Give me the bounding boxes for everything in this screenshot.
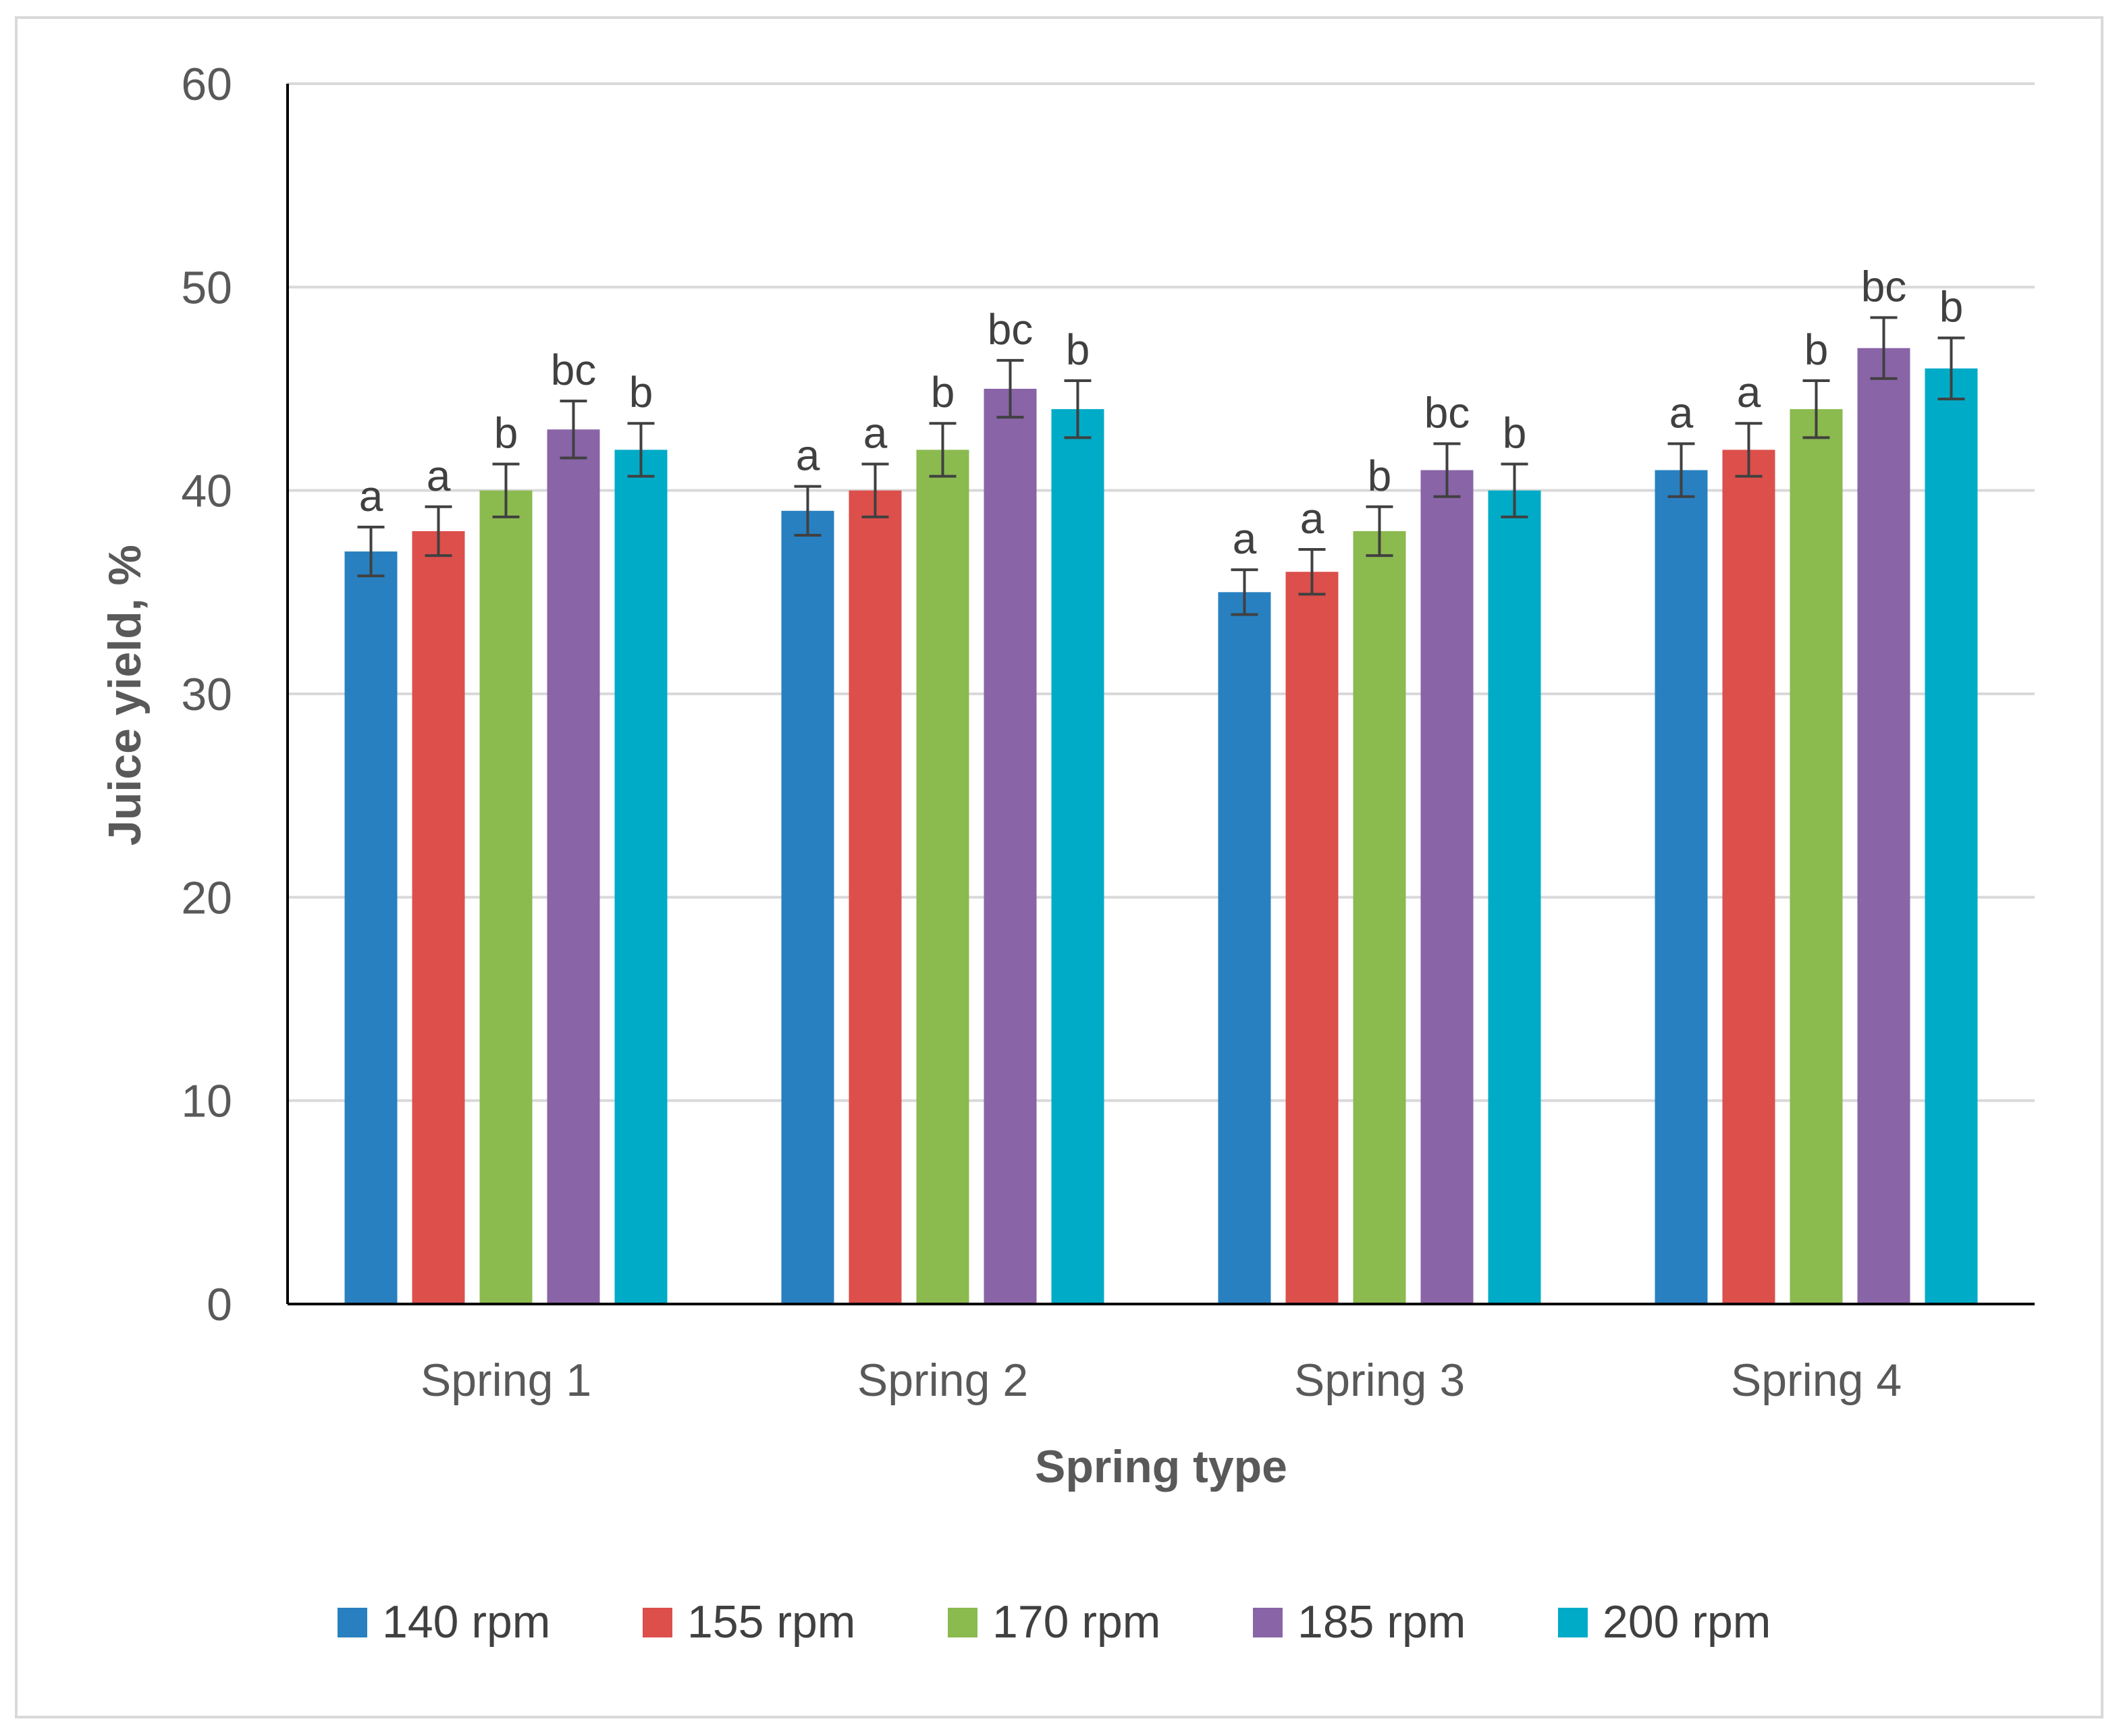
bar <box>1925 368 1978 1304</box>
y-tick-label: 60 <box>181 59 232 110</box>
significance-label: b <box>494 408 518 457</box>
bar <box>849 490 902 1304</box>
legend-label: 185 rpm <box>1297 1596 1466 1648</box>
legend-swatch <box>643 1608 672 1637</box>
x-category-labels: Spring 1 Spring 2 Spring 3 Spring 4 <box>421 1355 1902 1406</box>
y-tick-label: 0 <box>207 1279 232 1330</box>
significance-label: a <box>863 408 888 457</box>
significance-label: bc <box>988 305 1034 354</box>
significance-label: a <box>1233 514 1257 563</box>
y-axis-title: Juice yield, % <box>99 545 151 846</box>
bar <box>1722 450 1775 1304</box>
legend-swatch <box>1253 1608 1283 1637</box>
axes <box>286 84 2035 1305</box>
significance-label: bc <box>1861 263 1907 311</box>
bar <box>1420 470 1474 1304</box>
significance-label: b <box>629 368 653 416</box>
significance-label: b <box>1939 283 1964 331</box>
bar <box>781 510 834 1304</box>
x-category-label: Spring 1 <box>421 1355 591 1406</box>
legend-label: 200 rpm <box>1603 1596 1771 1648</box>
significance-label: a <box>1300 494 1324 543</box>
legend-swatch <box>338 1608 367 1637</box>
legend-label: 155 rpm <box>687 1596 855 1648</box>
significance-label: a <box>1669 388 1694 437</box>
legend: 140 rpm 155 rpm 170 rpm 185 rpm 200 rpm <box>338 1596 1771 1648</box>
significance-label: a <box>1737 368 1761 416</box>
significance-label: a <box>427 452 451 500</box>
y-tick-label: 50 <box>181 262 232 313</box>
bar <box>1285 572 1339 1305</box>
significance-label: b <box>931 368 955 416</box>
x-category-label: Spring 2 <box>857 1355 1028 1406</box>
y-tick-label: 30 <box>181 669 232 720</box>
x-axis-title: Spring type <box>1035 1441 1287 1492</box>
significance-label: a <box>796 431 820 480</box>
bar <box>984 389 1037 1304</box>
significance-label: bc <box>1424 388 1470 437</box>
bar <box>344 551 398 1304</box>
y-tick-label: 40 <box>181 466 232 517</box>
significance-label: b <box>1503 408 1527 457</box>
bar <box>1051 409 1104 1305</box>
significance-label: b <box>1368 452 1392 500</box>
bar <box>547 429 600 1305</box>
bar <box>1488 490 1541 1304</box>
bar <box>614 450 668 1304</box>
significance-label: b <box>1066 325 1090 374</box>
legend-label: 140 rpm <box>382 1596 550 1648</box>
significance-label: bc <box>551 346 597 394</box>
bar <box>1218 592 1271 1305</box>
bar <box>916 450 969 1304</box>
significance-label: a <box>359 472 383 520</box>
significance-label: b <box>1804 325 1829 374</box>
y-tick-label: 10 <box>181 1076 232 1127</box>
legend-swatch <box>948 1608 977 1637</box>
bar <box>1857 348 1910 1304</box>
bar <box>412 531 465 1304</box>
bar <box>1353 531 1406 1304</box>
bar <box>1655 470 1708 1304</box>
bar <box>1790 409 1843 1305</box>
x-category-label: Spring 3 <box>1294 1355 1465 1406</box>
x-category-label: Spring 4 <box>1731 1355 1902 1406</box>
legend-label: 170 rpm <box>992 1596 1160 1648</box>
y-tick-label: 20 <box>181 872 232 923</box>
bar <box>479 490 533 1304</box>
legend-swatch <box>1558 1608 1588 1637</box>
y-tick-labels: 0 10 20 30 40 50 60 <box>181 59 232 1330</box>
